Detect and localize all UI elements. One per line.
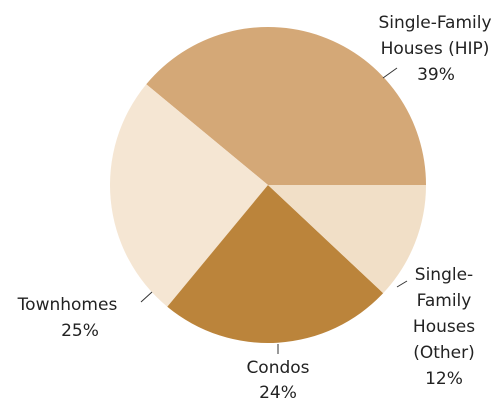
slice-label: Condos — [246, 358, 310, 378]
slice-value-label: 39% — [417, 65, 455, 85]
slice-label: Single-Family Houses (HIP) — [378, 13, 492, 59]
pie-slice — [146, 27, 426, 185]
slice-value-label: 12% — [425, 369, 463, 389]
leader-line — [140, 291, 153, 303]
pie-slice — [268, 185, 426, 294]
leader-line — [382, 67, 398, 79]
pie-slice — [167, 185, 384, 343]
slice-value-label: 24% — [259, 383, 297, 403]
leader-line — [396, 280, 408, 288]
slice-label: Single-Family Houses (Other) — [412, 265, 476, 363]
slice-label: Townhomes — [17, 295, 118, 315]
slice-value-label: 25% — [61, 321, 99, 341]
pie-slice — [110, 84, 268, 307]
